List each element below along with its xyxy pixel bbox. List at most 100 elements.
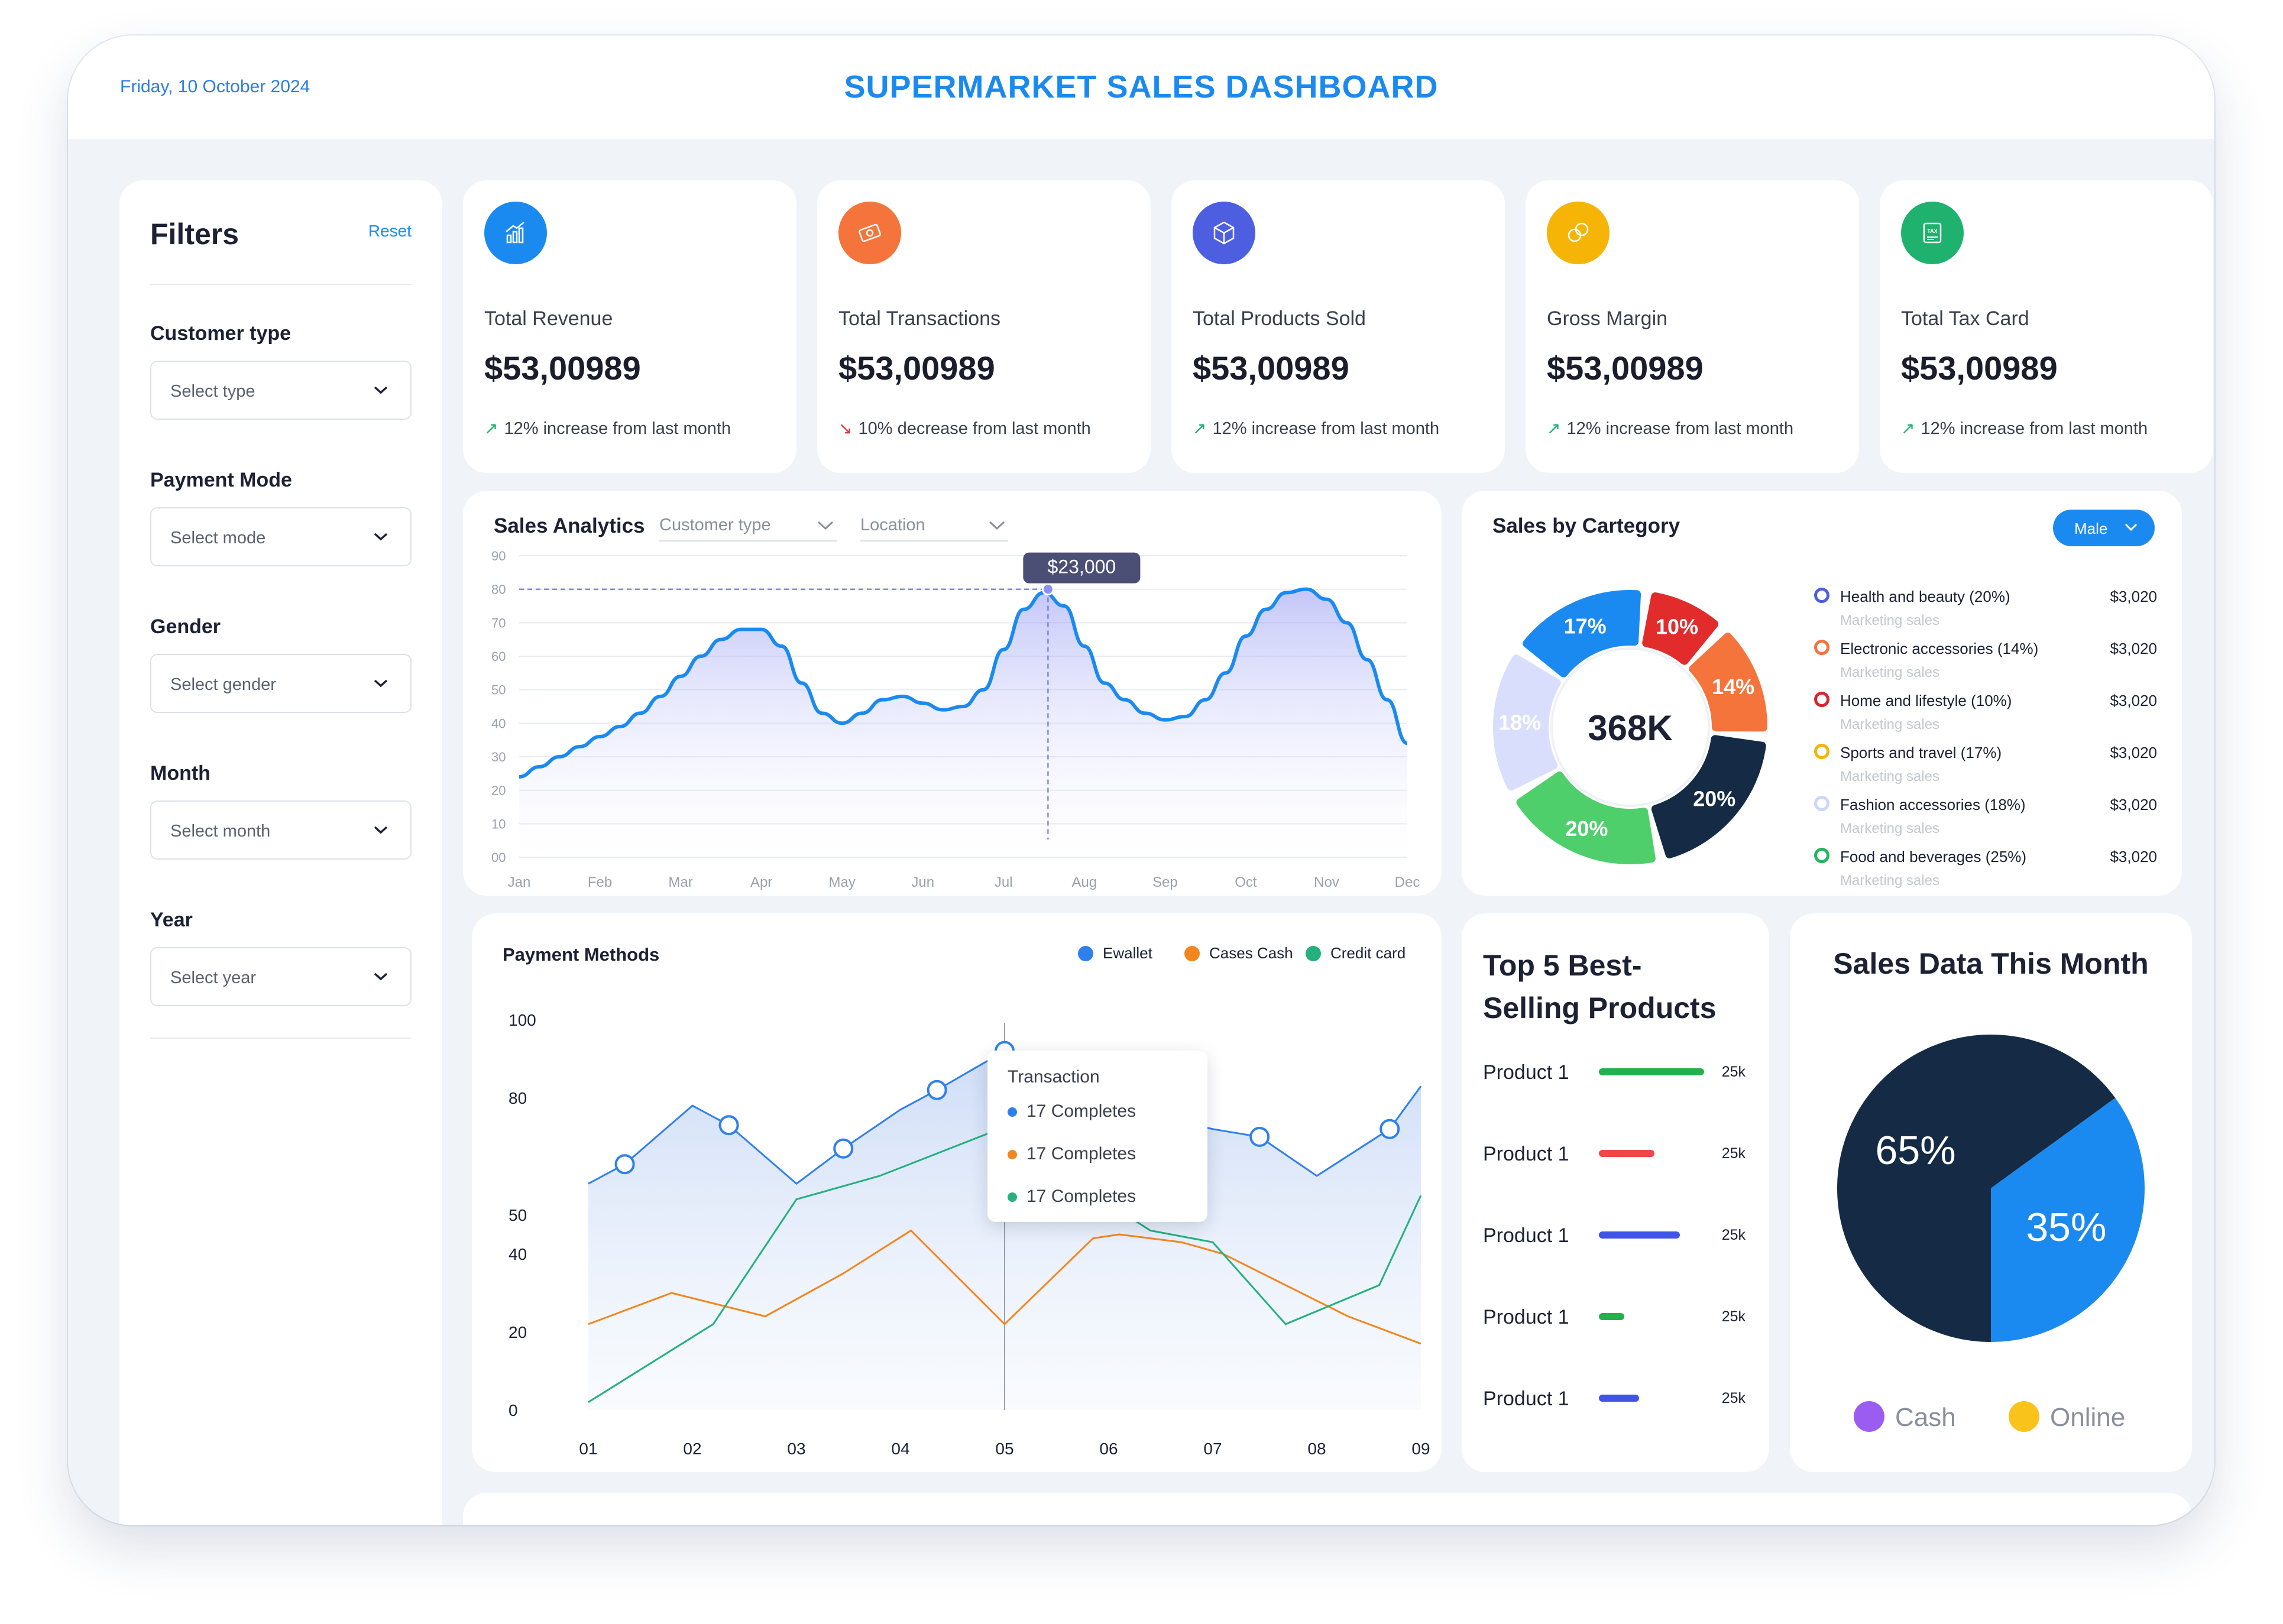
tooltip-title: Transaction <box>1008 1067 1100 1087</box>
gross-margin-trend-text: 12% increase from last month <box>1566 419 1794 438</box>
total-transactions-card: Total Transactions $53,00989 ↘ 10% decrease… <box>817 180 1151 473</box>
product-row: Product 1 25k <box>1483 1382 1746 1417</box>
chevron-down-icon <box>374 533 388 541</box>
total-transactions-trend: ↘ 10% decrease from last month <box>838 419 1091 439</box>
total-revenue-trend: ↗ 12% increase from last month <box>484 419 731 439</box>
tooltip-row-text: 17 Completes <box>1026 1187 1136 1206</box>
donut-inner-ring <box>1550 647 1710 807</box>
ewallet-marker <box>1249 1127 1270 1147</box>
category-legend-item: Electronic accessories (14%) Marketing sa… <box>1814 637 2157 685</box>
filters-title: Filters <box>150 218 239 251</box>
legend-dot <box>1814 640 1829 655</box>
tax-card-icon-part: TAX <box>1923 222 1942 244</box>
gender-dropdown-button[interactable]: Male <box>2053 510 2155 546</box>
year-placeholder: Select year <box>170 968 257 987</box>
product-bar <box>1599 1231 1680 1239</box>
y-tick-label: 100 <box>509 1011 536 1029</box>
legend-item-sub: Marketing sales <box>1840 664 1940 680</box>
donut-segment <box>1516 772 1656 864</box>
x-tick-label: 02 <box>683 1440 701 1458</box>
legend-dot <box>1184 946 1200 961</box>
product-bar <box>1599 1068 1704 1075</box>
x-tick-label: Aug <box>1071 874 1097 890</box>
legend-dot <box>1078 946 1093 961</box>
legend-cases-cash: Cases Cash <box>1184 944 1293 962</box>
category-legend-item: Sports and travel (17%) Marketing sales $3… <box>1814 741 2157 789</box>
pie-slice <box>1991 1098 2145 1342</box>
customer-type-select[interactable]: Select type <box>150 361 412 420</box>
legend-item-name: Home and lifestyle (10%) <box>1840 692 2012 709</box>
top-products-title-line1: Top 5 Best- <box>1483 949 1642 982</box>
total-revenue-card: Total Revenue $53,00989 ↗ 12% increase from… <box>463 180 796 473</box>
legend-dot <box>1814 848 1829 863</box>
money-icon <box>838 202 901 264</box>
tooltip-row: 17 Completes <box>1008 1144 1136 1164</box>
payment-methods-chart: 0 20 40 50 80 100 01 02 03 04 05 06 07 08 09 <box>509 1011 1430 1458</box>
customer-type-select[interactable]: Customer type <box>659 512 837 542</box>
sales-this-month-card: Sales Data This Month 65% 35% Cash Online <box>1790 913 2192 1472</box>
year-select[interactable]: Select year <box>150 947 412 1006</box>
ewallet-marker <box>927 1080 947 1100</box>
category-donut-chart: 17% 10% 14% 20% 20% 18% 368K <box>1493 590 1768 864</box>
total-tax-card-trend-text: 12% increase from last month <box>1921 419 2148 438</box>
donut-segment-label: 20% <box>1565 816 1608 841</box>
tooltip-dot <box>1008 1192 1017 1202</box>
highlight-point <box>1041 583 1054 596</box>
donut-segment-label: 18% <box>1498 711 1541 735</box>
gender-dropdown-label: Male <box>2074 520 2108 537</box>
chevron-down-icon <box>2125 523 2138 531</box>
product-value: 25k <box>1721 1227 1746 1243</box>
total-tax-card-trend: ↗ 12% increase from last month <box>1901 419 2148 439</box>
category-legend-item: Food and beverages (25%) Marketing sales $… <box>1814 845 2157 893</box>
sales-this-month-pie: 65% 35% <box>1837 1034 2145 1342</box>
total-products-sold-trend-text: 12% increase from last month <box>1212 419 1440 438</box>
product-bar <box>1599 1313 1624 1320</box>
legend-cash-label: Cash <box>1895 1403 1956 1432</box>
reset-button[interactable]: Reset <box>368 222 412 240</box>
product-value: 25k <box>1721 1390 1746 1406</box>
legend-online: Online <box>2009 1401 2125 1432</box>
chevron-path <box>374 386 388 394</box>
chevron-down-icon <box>374 973 388 981</box>
tooltip-dot <box>1008 1107 1017 1117</box>
dashboard-title: SUPERMARKET SALES DASHBOARD <box>844 69 1439 105</box>
x-tick-label: 09 <box>1411 1440 1430 1458</box>
gender-placeholder: Select gender <box>170 675 276 694</box>
legend-item-value: $3,020 <box>2110 640 2157 657</box>
top-products-title-line2: Selling Products <box>1483 991 1717 1025</box>
gross-margin-card: Gross Margin $53,00989 ↗ 12% increase from … <box>1526 180 1859 473</box>
x-tick-label: Mar <box>668 874 692 890</box>
money-icon-part <box>859 223 881 242</box>
gender-select[interactable]: Select gender <box>150 654 412 713</box>
total-tax-card-value: $53,00989 <box>1901 349 2058 387</box>
total-transactions-value: $53,00989 <box>838 349 995 387</box>
chevron-down-icon <box>817 521 834 530</box>
y-tick-label: 10 <box>491 816 506 831</box>
payment-mode-placeholder: Select mode <box>170 529 266 547</box>
x-tick-label: Sep <box>1152 874 1178 890</box>
month-select[interactable]: Select month <box>150 800 412 860</box>
y-tick-label: 50 <box>491 683 506 698</box>
tooltip-row: 17 Completes <box>1008 1187 1136 1207</box>
total-revenue-trend-text: 12% increase from last month <box>504 419 731 438</box>
cases-cash-line <box>588 1229 1421 1345</box>
customer-type-select-label: Customer type <box>659 516 771 534</box>
product-name: Product 1 <box>1483 1306 1569 1328</box>
chevron-path <box>374 533 388 541</box>
legend-item-value: $3,020 <box>2110 796 2157 813</box>
legend-item-sub: Marketing sales <box>1840 717 1940 732</box>
x-tick-label: 04 <box>891 1440 909 1458</box>
location-select[interactable]: Location <box>860 512 1008 542</box>
transaction-tooltip: Transaction 17 Completes 17 Completes 17… <box>987 1051 1207 1222</box>
top-products-title: Top 5 Best- Selling Products <box>1483 944 1717 1029</box>
payment-mode-select[interactable]: Select mode <box>150 507 412 566</box>
total-transactions-trend-text: 10% decrease from last month <box>858 419 1091 438</box>
legend-item-value: $3,020 <box>2110 744 2157 761</box>
legend-item-sub: Marketing sales <box>1840 769 1940 785</box>
trend-up-icon: ↗ <box>1547 419 1561 437</box>
product-name: Product 1 <box>1483 1388 1569 1410</box>
legend-item-name: Food and beverages (25%) <box>1840 848 2027 866</box>
y-tick-label: 50 <box>509 1206 527 1224</box>
y-tick-label: 40 <box>509 1245 527 1263</box>
total-revenue-label: Total Revenue <box>484 307 613 330</box>
